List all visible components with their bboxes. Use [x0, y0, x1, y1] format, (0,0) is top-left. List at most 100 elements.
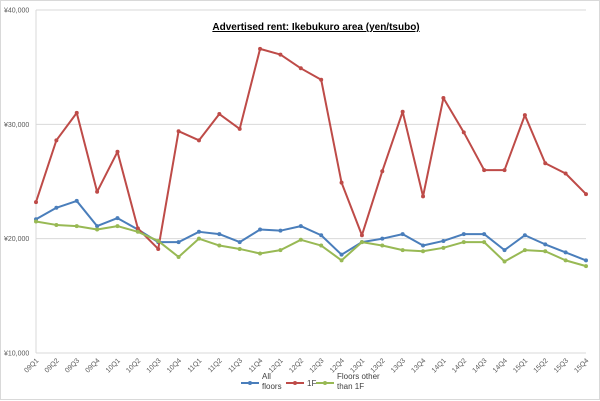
data-point [441, 238, 446, 243]
data-point [421, 194, 426, 199]
data-point [156, 238, 161, 243]
data-point [543, 161, 548, 166]
y-tick-label: ¥10,000 [4, 351, 29, 358]
data-point [54, 222, 59, 227]
data-point [584, 258, 588, 263]
data-point [543, 249, 548, 254]
data-point [34, 200, 38, 205]
data-point [176, 240, 181, 245]
data-point [380, 169, 385, 174]
data-point [217, 112, 222, 117]
data-point [196, 138, 201, 143]
x-tick-label: 12Q2 [288, 357, 305, 374]
x-tick-label: 11Q1 [187, 357, 204, 374]
data-point [74, 110, 79, 115]
x-tick-label: 14Q2 [451, 357, 468, 374]
data-point [298, 224, 303, 229]
data-point [319, 233, 324, 238]
data-point [278, 248, 283, 253]
data-point [584, 192, 588, 197]
x-tick-label: 15Q2 [533, 357, 550, 374]
x-tick-label: 09Q1 [23, 357, 40, 374]
data-point [339, 258, 344, 263]
data-point [380, 236, 385, 241]
x-tick-label: 15Q1 [512, 357, 529, 374]
data-point [421, 243, 426, 248]
y-tick-label: ¥20,000 [4, 236, 29, 243]
x-tick-label: 09Q4 [84, 357, 101, 374]
y-tick-label: ¥30,000 [4, 122, 29, 129]
legend-label: Floors other [337, 372, 380, 381]
data-point [196, 236, 201, 241]
data-point [461, 240, 466, 245]
x-tick-label: 12Q3 [309, 357, 326, 374]
data-point [482, 168, 487, 173]
x-tick-label: 15Q4 [573, 357, 590, 374]
data-point [217, 243, 222, 248]
x-tick-label: 14Q4 [492, 357, 509, 374]
data-point [441, 96, 446, 101]
data-point [258, 46, 263, 51]
legend-label: than 1F [337, 382, 364, 391]
data-point [339, 180, 344, 185]
data-point [237, 126, 242, 131]
legend-marker [323, 381, 327, 385]
x-tick-label: 13Q3 [390, 357, 407, 374]
data-point [421, 249, 426, 254]
data-point [237, 246, 242, 251]
legend-label: floors [262, 382, 282, 391]
x-tick-label: 11Q2 [207, 357, 224, 374]
chart-title: Advertised rent: Ikebukuro area (yen/tsu… [212, 22, 419, 33]
data-point [258, 251, 263, 256]
series-line [35, 199, 587, 262]
x-tick-label: 10Q1 [105, 357, 122, 374]
data-point [400, 109, 405, 114]
data-point [258, 227, 263, 232]
data-point [502, 259, 507, 264]
data-point [584, 264, 588, 269]
data-point [115, 216, 120, 221]
x-tick-label: 10Q3 [146, 357, 163, 374]
x-tick-label: 13Q4 [410, 357, 427, 374]
data-point [400, 248, 405, 253]
data-point [380, 243, 385, 248]
data-point [461, 232, 466, 237]
data-point [359, 240, 364, 245]
data-point [176, 254, 181, 259]
data-point [54, 205, 59, 210]
data-point [115, 224, 120, 229]
data-point [95, 224, 100, 229]
x-tick-label: 14Q1 [431, 357, 448, 374]
x-tick-label: 10Q2 [125, 357, 142, 374]
data-point [135, 226, 140, 231]
data-point [319, 77, 324, 82]
data-point [441, 245, 446, 250]
data-point [278, 228, 283, 233]
data-point [482, 240, 487, 245]
data-point [298, 237, 303, 242]
data-point [196, 229, 201, 234]
data-point [74, 198, 79, 203]
data-point [298, 66, 303, 71]
data-point [359, 233, 364, 238]
data-point [522, 233, 527, 238]
data-point [339, 252, 344, 257]
data-point [400, 232, 405, 237]
data-point [563, 250, 568, 255]
data-point [319, 243, 324, 248]
y-tick-label: ¥40,000 [4, 8, 29, 15]
data-point [34, 219, 38, 224]
x-tick-label: 09Q2 [44, 357, 61, 374]
x-tick-label: 10Q4 [166, 357, 183, 374]
data-point [74, 224, 79, 229]
legend-label: All [262, 372, 271, 381]
legend-label: 1F [307, 379, 316, 388]
x-tick-label: 15Q3 [553, 357, 570, 374]
data-point [54, 138, 59, 143]
x-tick-label: 14Q3 [472, 357, 489, 374]
data-point [563, 171, 568, 176]
data-point [217, 232, 222, 237]
x-tick-label: 11Q3 [227, 357, 244, 374]
data-point [156, 246, 161, 251]
